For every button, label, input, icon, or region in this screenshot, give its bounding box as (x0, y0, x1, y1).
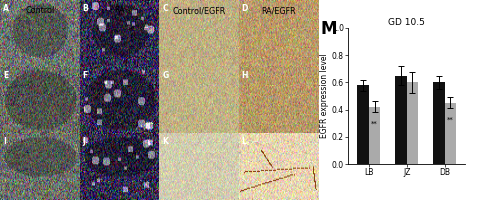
Bar (406, 82, 418, 164)
Text: RA: RA (114, 6, 124, 15)
Text: M: M (320, 20, 337, 38)
Text: Control/EGFR: Control/EGFR (172, 6, 226, 15)
Text: C: C (162, 4, 168, 13)
Bar (434, 82, 444, 164)
Text: K: K (162, 137, 168, 146)
Text: **: ** (371, 120, 378, 126)
Text: Control: Control (25, 6, 54, 15)
Text: A: A (3, 4, 9, 13)
Text: **: ** (447, 116, 454, 122)
Text: E: E (3, 71, 8, 80)
Text: J: J (82, 137, 86, 146)
Text: F: F (82, 71, 88, 80)
Text: D: D (242, 4, 248, 13)
Text: G: G (162, 71, 168, 80)
Bar (396, 76, 406, 164)
Y-axis label: EGFR expression level: EGFR expression level (320, 54, 329, 138)
Bar (358, 85, 369, 164)
Bar (369, 107, 380, 164)
Text: B: B (82, 4, 88, 13)
Text: L: L (242, 137, 246, 146)
Text: RA/EGFR: RA/EGFR (261, 6, 296, 15)
Title: GD 10.5: GD 10.5 (388, 18, 425, 27)
Text: I: I (3, 137, 6, 146)
Bar (444, 103, 456, 164)
Text: H: H (242, 71, 248, 80)
